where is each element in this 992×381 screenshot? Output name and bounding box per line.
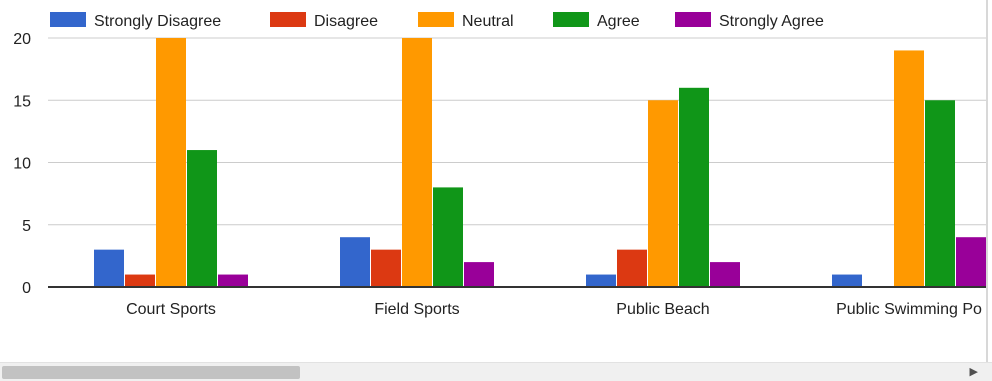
bar-agree (187, 150, 217, 287)
horizontal-scrollbar[interactable]: ▶ (0, 362, 992, 381)
x-axis-categories: Court Sports Field Sports Public Beach Publ… (126, 301, 982, 318)
legend-label-disagree: Disagree (314, 13, 378, 30)
bar-disagree (617, 249, 647, 287)
x-category-label: Field Sports (374, 301, 459, 318)
bar-strongly-agree (956, 237, 986, 287)
bar-chart: Strongly Disagree Disagree Neutral Agree Str… (13, 12, 986, 318)
triangle-right-icon[interactable]: ▶ (969, 365, 978, 378)
bars (94, 38, 986, 288)
legend-label-agree: Agree (597, 13, 640, 30)
bar-neutral (402, 38, 432, 287)
legend-label-strongly-disagree: Strongly Disagree (94, 13, 221, 30)
chart-right-border (986, 0, 988, 362)
y-axis-ticks: 0 5 10 15 20 (13, 31, 31, 297)
bar-strongly-disagree (94, 249, 124, 287)
bar-strongly-disagree (832, 274, 862, 287)
y-tick-label: 15 (13, 93, 31, 110)
legend-swatch-strongly-disagree (50, 12, 86, 27)
bar-disagree (125, 274, 155, 287)
bar-agree (679, 87, 709, 287)
x-category-label: Public Beach (616, 301, 709, 318)
legend-label-strongly-agree: Strongly Agree (719, 13, 824, 30)
legend-swatch-agree (553, 12, 589, 27)
bar-strongly-agree (710, 262, 740, 287)
legend-swatch-disagree (270, 12, 306, 27)
x-category-label: Public Swimming Po (836, 301, 982, 318)
bar-strongly-agree (464, 262, 494, 287)
legend-swatch-neutral (418, 12, 454, 27)
y-tick-label: 20 (13, 31, 31, 48)
bar-strongly-agree (218, 274, 248, 287)
bar-neutral (894, 50, 924, 288)
x-category-label: Court Sports (126, 301, 216, 318)
bar-agree (433, 187, 463, 287)
legend-swatch-strongly-agree (675, 12, 711, 27)
legend-label-neutral: Neutral (462, 13, 514, 30)
bar-strongly-disagree (340, 237, 370, 287)
bar-neutral (648, 100, 678, 287)
scrollbar-thumb[interactable] (2, 366, 300, 379)
bar-strongly-disagree (586, 274, 616, 287)
y-tick-label: 5 (22, 218, 31, 235)
bar-disagree (371, 249, 401, 287)
bar-neutral (156, 38, 186, 287)
legend: Strongly Disagree Disagree Neutral Agree Str… (50, 12, 824, 30)
bar-agree (925, 100, 955, 287)
y-tick-label: 0 (22, 280, 31, 297)
y-tick-label: 10 (13, 156, 31, 173)
